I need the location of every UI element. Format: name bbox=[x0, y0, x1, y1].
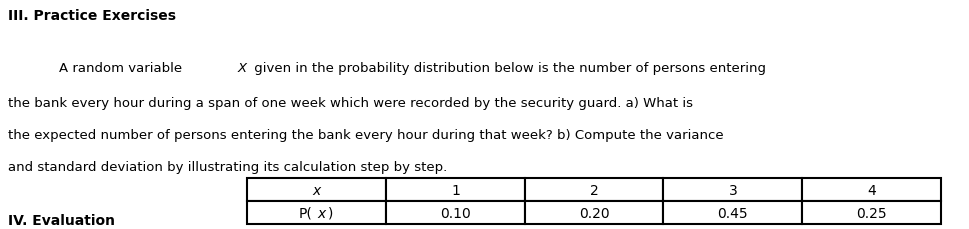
Text: 0.25: 0.25 bbox=[856, 206, 886, 220]
Text: III. Practice Exercises: III. Practice Exercises bbox=[8, 9, 175, 23]
Bar bbox=[524, 202, 663, 224]
Text: P(: P( bbox=[298, 206, 313, 220]
Text: 1: 1 bbox=[451, 183, 459, 197]
Bar bbox=[801, 202, 940, 224]
Text: x: x bbox=[312, 183, 321, 197]
Text: ): ) bbox=[328, 206, 332, 220]
Bar bbox=[801, 179, 940, 202]
Text: the bank every hour during a span of one week which were recorded by the securit: the bank every hour during a span of one… bbox=[8, 96, 692, 109]
Text: 4: 4 bbox=[866, 183, 875, 197]
Text: X: X bbox=[237, 62, 247, 75]
Text: P(x): P(x) bbox=[302, 206, 330, 220]
Text: IV. Evaluation: IV. Evaluation bbox=[8, 213, 114, 227]
Text: given in the probability distribution below is the number of persons entering: given in the probability distribution be… bbox=[249, 62, 765, 75]
Text: 3: 3 bbox=[728, 183, 736, 197]
Text: 0.45: 0.45 bbox=[717, 206, 747, 220]
Text: 0.20: 0.20 bbox=[578, 206, 609, 220]
Bar bbox=[386, 202, 524, 224]
Bar bbox=[663, 202, 801, 224]
Text: A random variable: A random variable bbox=[8, 62, 186, 75]
Bar bbox=[247, 179, 386, 202]
Bar bbox=[386, 179, 524, 202]
Text: 2: 2 bbox=[589, 183, 598, 197]
Text: 0.10: 0.10 bbox=[440, 206, 470, 220]
Text: the expected number of persons entering the bank every hour during that week? b): the expected number of persons entering … bbox=[8, 128, 723, 141]
Text: x: x bbox=[317, 206, 325, 220]
Text: and standard deviation by illustrating its calculation step by step.: and standard deviation by illustrating i… bbox=[8, 160, 447, 173]
Bar bbox=[247, 202, 386, 224]
Bar bbox=[524, 179, 663, 202]
Bar bbox=[663, 179, 801, 202]
